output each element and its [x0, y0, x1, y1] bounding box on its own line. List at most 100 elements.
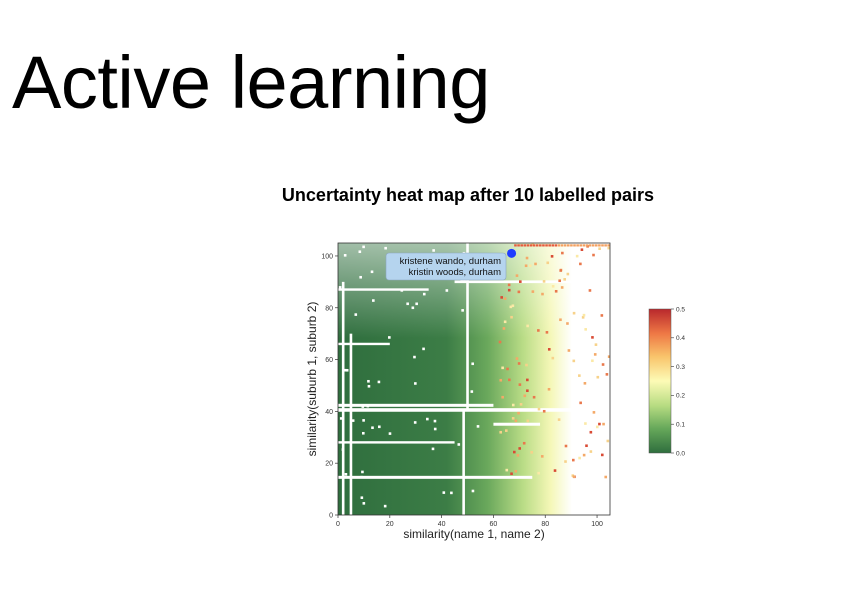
- gap-column: [341, 281, 345, 515]
- heat-cell: [531, 243, 535, 246]
- heat-cell: [422, 347, 425, 351]
- heat-cell: [505, 468, 509, 472]
- heat-cell: [517, 244, 520, 247]
- heat-cell: [358, 250, 362, 254]
- heat-cell: [605, 373, 609, 376]
- heat-cell: [476, 425, 480, 428]
- heat-cell: [584, 422, 587, 425]
- heat-cell: [514, 244, 517, 247]
- heat-cell: [360, 475, 363, 479]
- heat-cell: [607, 244, 610, 247]
- heat-cell: [470, 390, 474, 393]
- heat-cell: [360, 496, 364, 500]
- heat-cell: [526, 389, 529, 393]
- heat-cell: [422, 292, 426, 296]
- heat-cell: [501, 395, 504, 399]
- heat-cell: [503, 320, 507, 324]
- heat-cell: [554, 289, 558, 293]
- heatmap-cells: [338, 243, 610, 515]
- heat-cell: [529, 244, 533, 247]
- heat-cell: [550, 255, 554, 258]
- heat-cell: [601, 363, 605, 366]
- heat-cell: [433, 419, 437, 423]
- y-tick-label: 40: [325, 409, 333, 416]
- highlighted-point: [507, 248, 517, 258]
- gap-column: [462, 411, 465, 515]
- heat-cell: [400, 289, 404, 292]
- heat-cell: [541, 292, 544, 296]
- heat-cell: [598, 244, 601, 247]
- x-axis-label: similarity(name 1, name 2): [403, 527, 544, 541]
- heat-cell: [547, 348, 551, 351]
- heat-cell: [508, 378, 511, 382]
- heat-cell: [557, 418, 561, 421]
- heat-cell: [515, 274, 519, 277]
- heat-cell: [432, 249, 435, 252]
- heat-cell: [589, 430, 593, 434]
- heat-cell: [548, 244, 551, 247]
- heat-cell: [523, 394, 527, 398]
- heat-cell: [415, 302, 418, 306]
- y-tick-label: 100: [321, 253, 333, 260]
- pair-label-box: [385, 252, 507, 281]
- heat-cell: [517, 411, 520, 415]
- colorbar-tick-label: 0.1: [676, 422, 685, 429]
- heat-cell: [461, 309, 464, 312]
- heat-cell: [526, 324, 529, 328]
- heat-cell: [583, 382, 587, 385]
- heat-cell: [578, 374, 581, 377]
- heat-cell: [564, 444, 568, 448]
- heat-cell: [592, 253, 595, 257]
- heat-cell: [367, 379, 370, 383]
- x-tick-label: 40: [438, 521, 446, 528]
- heat-cell: [341, 448, 345, 451]
- heat-cell: [571, 458, 575, 462]
- heat-cell: [593, 353, 597, 356]
- heat-cell: [604, 475, 608, 479]
- heat-cell: [572, 311, 576, 315]
- heat-cell: [530, 451, 534, 454]
- gap-row: [338, 342, 390, 346]
- heat-cell: [573, 244, 576, 247]
- gap-row: [338, 441, 455, 444]
- heat-cell: [594, 244, 598, 247]
- heat-cell: [522, 441, 526, 445]
- heat-cell: [545, 331, 549, 334]
- chart-title: Uncertainty heat map after 10 labelled p…: [281, 185, 655, 205]
- heat-cell: [531, 290, 535, 293]
- heat-cell: [532, 244, 536, 247]
- heat-cell: [566, 244, 570, 247]
- heat-cell: [581, 316, 585, 319]
- heat-cell: [596, 375, 600, 379]
- heat-cell: [572, 475, 576, 479]
- heat-cell: [413, 421, 417, 424]
- heat-cell: [537, 471, 540, 475]
- heat-cell: [585, 244, 589, 247]
- heat-cell: [570, 244, 573, 247]
- heat-cell: [560, 244, 564, 247]
- heat-cell: [563, 244, 567, 247]
- heat-cell: [383, 504, 387, 508]
- heat-cell: [560, 286, 564, 289]
- heat-cell: [534, 262, 537, 266]
- heat-cell: [338, 286, 342, 289]
- gap-row: [338, 475, 533, 479]
- heat-cell: [504, 429, 508, 432]
- heat-cell: [604, 244, 607, 247]
- heat-cell: [377, 380, 381, 384]
- gap-column: [466, 243, 469, 412]
- x-tick-label: 20: [386, 521, 394, 528]
- heat-cell: [406, 302, 409, 306]
- heat-cell: [372, 299, 375, 302]
- heat-cell: [503, 297, 507, 300]
- heat-cell: [514, 469, 518, 473]
- heat-cell: [514, 419, 518, 423]
- heat-cell: [500, 296, 503, 299]
- y-tick-label: 60: [325, 357, 333, 364]
- heat-cell: [460, 280, 463, 283]
- heat-cell: [366, 404, 370, 408]
- x-axis-ticks: 0 20 40 60 80 100: [336, 515, 603, 528]
- heat-cell: [343, 368, 347, 372]
- heat-cell: [351, 419, 355, 422]
